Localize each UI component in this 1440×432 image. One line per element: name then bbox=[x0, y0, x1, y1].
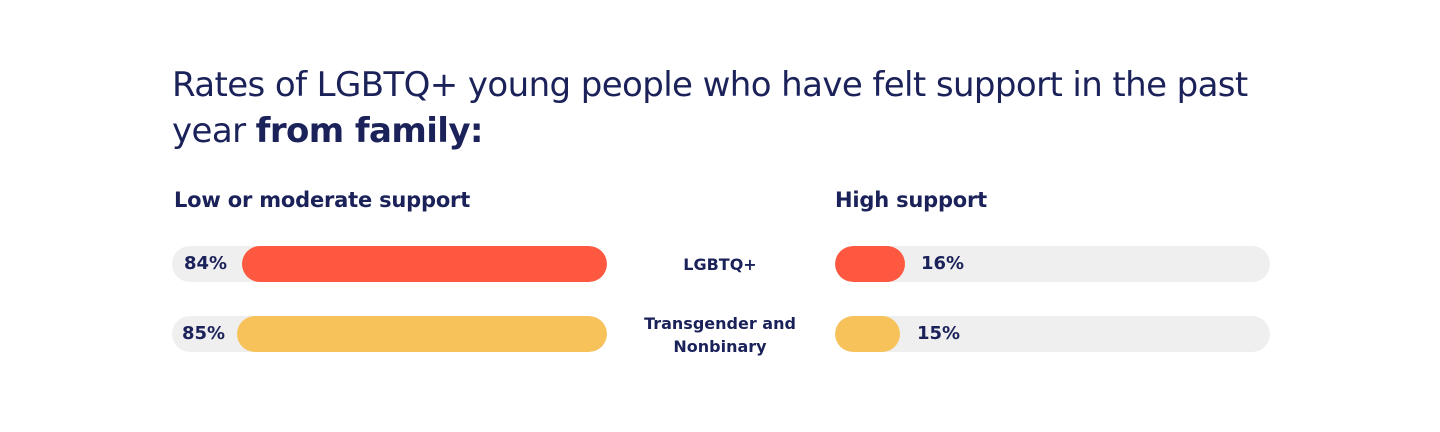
high-support-bar-tgnb bbox=[835, 316, 900, 352]
high-support-label-tgnb: 15% bbox=[917, 323, 961, 344]
low-support-bar-lgbtq bbox=[242, 246, 607, 282]
low-support-bar-tgnb bbox=[237, 316, 607, 352]
low-support-track-lgbtq bbox=[172, 246, 607, 282]
low-support-track-tgnb bbox=[172, 316, 607, 352]
high-support-track-lgbtq bbox=[835, 246, 1270, 282]
low-support-heading: Low or moderate support bbox=[174, 188, 471, 212]
chart-title: Rates of LGBTQ+ young people who have fe… bbox=[172, 62, 1292, 154]
high-support-heading: High support bbox=[835, 188, 988, 212]
category-label-tgnb: Transgender and Nonbinary bbox=[644, 314, 796, 356]
high-support-label-lgbtq: 16% bbox=[921, 253, 965, 274]
category-label-lgbtq: LGBTQ+ bbox=[683, 255, 757, 274]
low-support-label-lgbtq: 84% bbox=[184, 253, 228, 274]
high-support-bar-lgbtq bbox=[835, 246, 905, 282]
high-support-track-tgnb bbox=[835, 316, 1270, 352]
low-support-label-tgnb: 85% bbox=[182, 323, 226, 344]
title-main: Rates of LGBTQ+ young people who have fe… bbox=[172, 65, 1248, 151]
title-emphasis: from family: bbox=[255, 111, 484, 151]
